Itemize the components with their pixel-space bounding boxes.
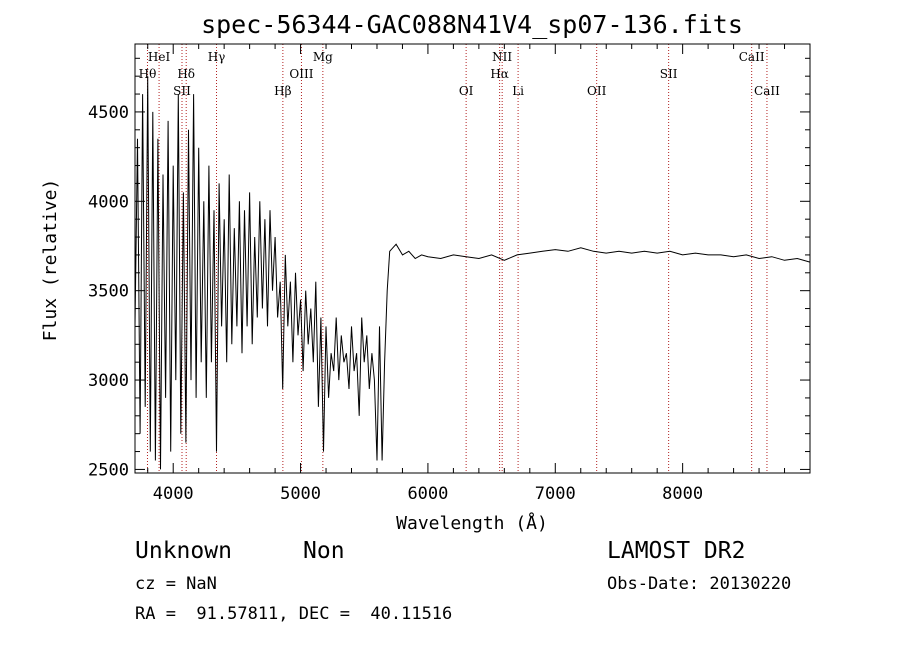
y-tick-label: 2500 xyxy=(88,460,129,480)
y-axis-label: Flux (relative) xyxy=(40,179,61,342)
axis-ticks: 4000 5000 6000 7000 8000 2500 3000 3500 4000 4500 xyxy=(88,44,810,504)
object-class: Unknown xyxy=(135,538,232,564)
redshift-value: cz = NaN xyxy=(135,574,217,594)
x-axis-label: Wavelength (Å) xyxy=(396,512,548,534)
spectral-line-label: NII xyxy=(492,50,512,64)
spectral-line-label: Hβ xyxy=(274,84,291,98)
spectrum-series-line xyxy=(134,76,811,470)
spectral-line-label: Hα xyxy=(490,67,509,81)
spectral-line-label: Hθ xyxy=(139,67,157,81)
spectral-line-label: SII xyxy=(173,84,191,98)
x-tick-label: 5000 xyxy=(280,484,321,504)
plot-frame xyxy=(134,43,811,474)
observation-date: Obs-Date: 20130220 xyxy=(607,574,792,594)
y-tick-label: 4000 xyxy=(88,192,129,212)
sky-coordinates: RA = 91.57811, DEC = 40.11516 xyxy=(135,604,453,624)
object-subclass: Non xyxy=(303,538,345,564)
y-tick-label: 4500 xyxy=(88,103,129,123)
spectral-line-label: Hδ xyxy=(177,67,195,81)
spectral-line-label: OI xyxy=(459,84,474,98)
chart-title: spec-56344-GAC088N41V4_sp07-136.fits xyxy=(201,10,743,39)
y-tick-label: 3000 xyxy=(88,371,129,391)
spectral-line-label: Hγ xyxy=(208,50,226,64)
y-tick-label: 3500 xyxy=(88,282,129,302)
survey-name: LAMOST DR2 xyxy=(607,538,746,564)
x-tick-label: 7000 xyxy=(535,484,576,504)
spectral-line-label: Mg xyxy=(313,50,333,64)
spectral-line-label: OIII xyxy=(289,67,313,81)
spectral-line-label: CaII xyxy=(739,50,765,64)
spectral-line-label: CaII xyxy=(754,84,780,98)
spectral-line-label: HeI xyxy=(148,50,171,64)
x-tick-label: 6000 xyxy=(407,484,448,504)
spectral-line-label: OII xyxy=(587,84,607,98)
x-tick-label: 8000 xyxy=(662,484,703,504)
spectral-line-label: SII xyxy=(660,67,678,81)
x-tick-label: 4000 xyxy=(153,484,194,504)
spectral-line-label: Li xyxy=(512,84,524,98)
